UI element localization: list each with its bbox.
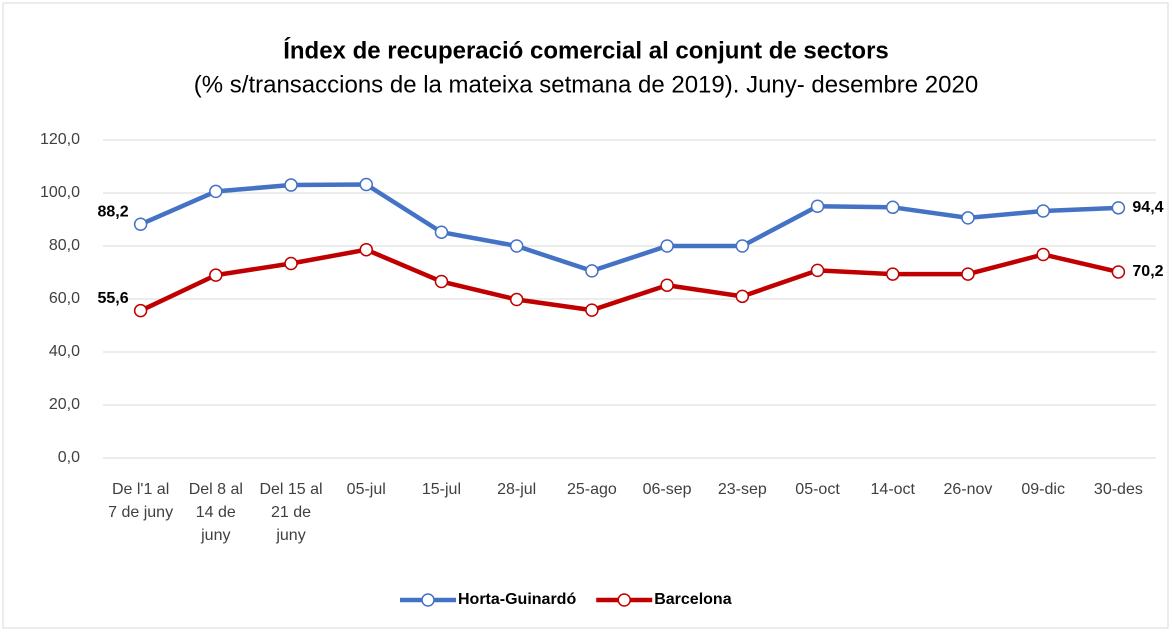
x-tick-label: 05-oct (795, 481, 840, 498)
data-point (434, 225, 449, 239)
x-tick-label: Del 15 al 21 de juny (259, 481, 323, 544)
data-point (1111, 201, 1126, 215)
data-point (359, 242, 373, 257)
data-label: 70,2 (1132, 263, 1163, 280)
data-label: 94,4 (1132, 199, 1163, 216)
data-point (133, 303, 148, 318)
data-point (209, 184, 223, 199)
legend-marker (421, 593, 435, 607)
data-point (886, 267, 900, 281)
x-tick-label: 09-dic (1021, 481, 1065, 498)
x-tick-label: 14-oct (870, 481, 915, 498)
series-line (139, 247, 1119, 313)
data-point (585, 264, 599, 278)
y-tick-label: 0,0 (58, 449, 80, 466)
y-tick-label: 80,0 (49, 237, 80, 254)
legend-item: Horta-Guinardó (400, 591, 576, 608)
x-tick-label: 30-des (1093, 481, 1143, 498)
y-tick-label: 60,0 (49, 290, 80, 307)
data-point (1036, 204, 1050, 218)
legend-marker (617, 593, 631, 607)
x-tick-label: De l'1 al 7 de juny (108, 481, 174, 521)
x-tick-label: 28-jul (497, 481, 537, 498)
x-tick-label: 15-jul (421, 481, 462, 498)
x-tick-label: 05-jul (346, 481, 386, 498)
data-point (434, 274, 449, 289)
data-label: 88,2 (97, 203, 128, 220)
data-point (660, 278, 674, 292)
x-tick-label: 23-sep (717, 481, 767, 498)
data-point (735, 239, 750, 253)
data-point (359, 177, 373, 192)
legend-label: Barcelona (654, 591, 731, 608)
data-label: 55,6 (97, 290, 128, 307)
x-tick-label: 25-ago (566, 481, 617, 498)
data-point (886, 200, 900, 215)
chart-subtitle: (% s/transaccions de la mateixa setmana … (194, 71, 978, 98)
y-tick-label: 40,0 (49, 343, 80, 360)
data-point (284, 256, 298, 271)
y-tick-label: 20,0 (49, 396, 80, 413)
y-tick-label: 120,0 (40, 131, 80, 148)
x-tick-label: Del 8 al 14 de juny (188, 481, 243, 544)
data-point (585, 303, 599, 317)
data-point (509, 292, 524, 307)
data-point (209, 268, 223, 282)
data-point (735, 289, 750, 304)
data-point (961, 267, 975, 281)
data-point (660, 239, 674, 253)
data-point (133, 217, 148, 232)
legend-item: Barcelona (596, 591, 732, 608)
series-line (139, 182, 1119, 274)
x-tick-label: 26-nov (943, 481, 993, 498)
data-point (284, 178, 298, 192)
data-point (509, 239, 524, 253)
y-tick-label: 100,0 (40, 184, 80, 201)
data-point (1036, 247, 1050, 262)
data-point (961, 211, 975, 225)
chart-title: Índex de recuperació comercial al conjun… (283, 36, 889, 64)
data-point (810, 199, 825, 213)
legend-label: Horta-Guinardó (458, 591, 576, 608)
data-point (810, 263, 825, 278)
x-tick-label: 06-sep (642, 481, 692, 498)
data-point (1111, 265, 1126, 279)
